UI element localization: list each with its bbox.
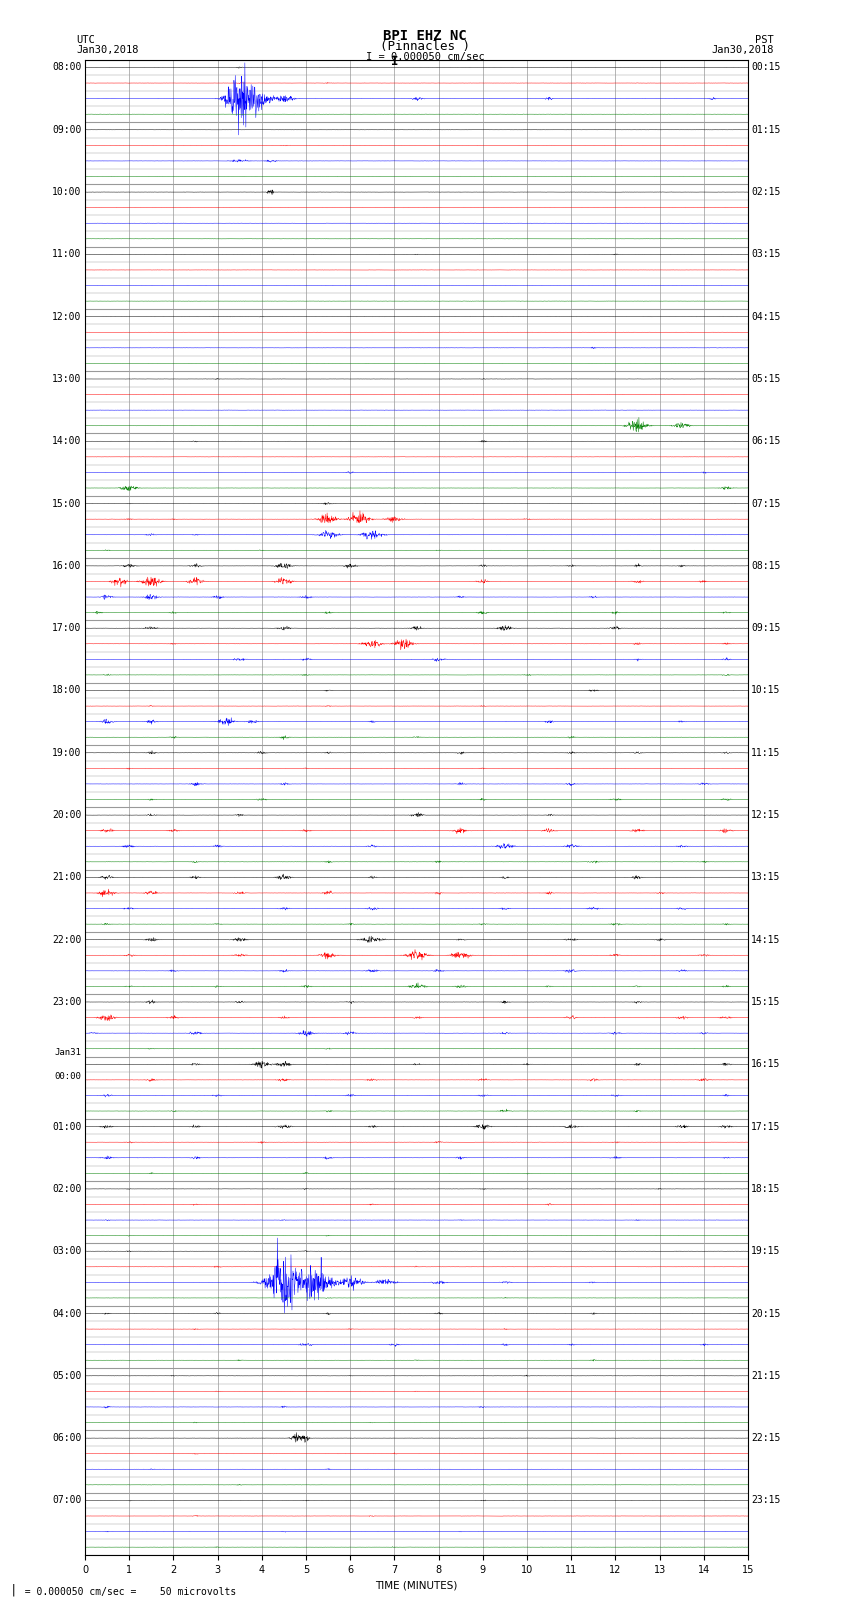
Text: 21:00: 21:00: [53, 873, 82, 882]
Text: Jan31: Jan31: [54, 1048, 82, 1057]
Text: 12:00: 12:00: [53, 311, 82, 321]
Text: BPI EHZ NC: BPI EHZ NC: [383, 29, 467, 44]
Text: 23:00: 23:00: [53, 997, 82, 1007]
Text: 22:15: 22:15: [751, 1432, 780, 1444]
Text: 18:00: 18:00: [53, 686, 82, 695]
Text: 17:15: 17:15: [751, 1121, 780, 1132]
Text: 16:00: 16:00: [53, 561, 82, 571]
Text: 16:15: 16:15: [751, 1060, 780, 1069]
Text: 14:15: 14:15: [751, 934, 780, 945]
Text: I: I: [391, 55, 398, 68]
Text: 14:00: 14:00: [53, 436, 82, 447]
Text: 13:15: 13:15: [751, 873, 780, 882]
Text: 00:15: 00:15: [751, 63, 780, 73]
Text: 01:15: 01:15: [751, 124, 780, 135]
Text: = 0.000050 cm/sec =    50 microvolts: = 0.000050 cm/sec = 50 microvolts: [13, 1587, 236, 1597]
Text: 20:00: 20:00: [53, 810, 82, 819]
X-axis label: TIME (MINUTES): TIME (MINUTES): [376, 1581, 457, 1590]
Text: 19:00: 19:00: [53, 748, 82, 758]
Text: PST: PST: [755, 35, 774, 45]
Text: 18:15: 18:15: [751, 1184, 780, 1194]
Text: I = 0.000050 cm/sec: I = 0.000050 cm/sec: [366, 52, 484, 61]
Text: Jan30,2018: Jan30,2018: [76, 45, 139, 55]
Text: Jan30,2018: Jan30,2018: [711, 45, 774, 55]
Text: 02:15: 02:15: [751, 187, 780, 197]
Text: 13:00: 13:00: [53, 374, 82, 384]
Text: 15:00: 15:00: [53, 498, 82, 508]
Text: 20:15: 20:15: [751, 1308, 780, 1318]
Text: 10:15: 10:15: [751, 686, 780, 695]
Text: 07:15: 07:15: [751, 498, 780, 508]
Text: 07:00: 07:00: [53, 1495, 82, 1505]
Text: 06:00: 06:00: [53, 1432, 82, 1444]
Text: 05:00: 05:00: [53, 1371, 82, 1381]
Text: 04:00: 04:00: [53, 1308, 82, 1318]
Text: 12:15: 12:15: [751, 810, 780, 819]
Text: 17:00: 17:00: [53, 623, 82, 634]
Text: 09:15: 09:15: [751, 623, 780, 634]
Text: |: |: [10, 1584, 18, 1597]
Text: 05:15: 05:15: [751, 374, 780, 384]
Text: 11:15: 11:15: [751, 748, 780, 758]
Text: 04:15: 04:15: [751, 311, 780, 321]
Text: 11:00: 11:00: [53, 250, 82, 260]
Text: 03:00: 03:00: [53, 1247, 82, 1257]
Text: (Pinnacles ): (Pinnacles ): [380, 40, 470, 53]
Text: 09:00: 09:00: [53, 124, 82, 135]
Text: 22:00: 22:00: [53, 934, 82, 945]
Text: UTC: UTC: [76, 35, 95, 45]
Text: 23:15: 23:15: [751, 1495, 780, 1505]
Text: 01:00: 01:00: [53, 1121, 82, 1132]
Text: 10:00: 10:00: [53, 187, 82, 197]
Text: 21:15: 21:15: [751, 1371, 780, 1381]
Text: 08:00: 08:00: [53, 63, 82, 73]
Text: 19:15: 19:15: [751, 1247, 780, 1257]
Text: 02:00: 02:00: [53, 1184, 82, 1194]
Text: 06:15: 06:15: [751, 436, 780, 447]
Text: 00:00: 00:00: [54, 1071, 82, 1081]
Text: 15:15: 15:15: [751, 997, 780, 1007]
Text: 08:15: 08:15: [751, 561, 780, 571]
Text: 03:15: 03:15: [751, 250, 780, 260]
